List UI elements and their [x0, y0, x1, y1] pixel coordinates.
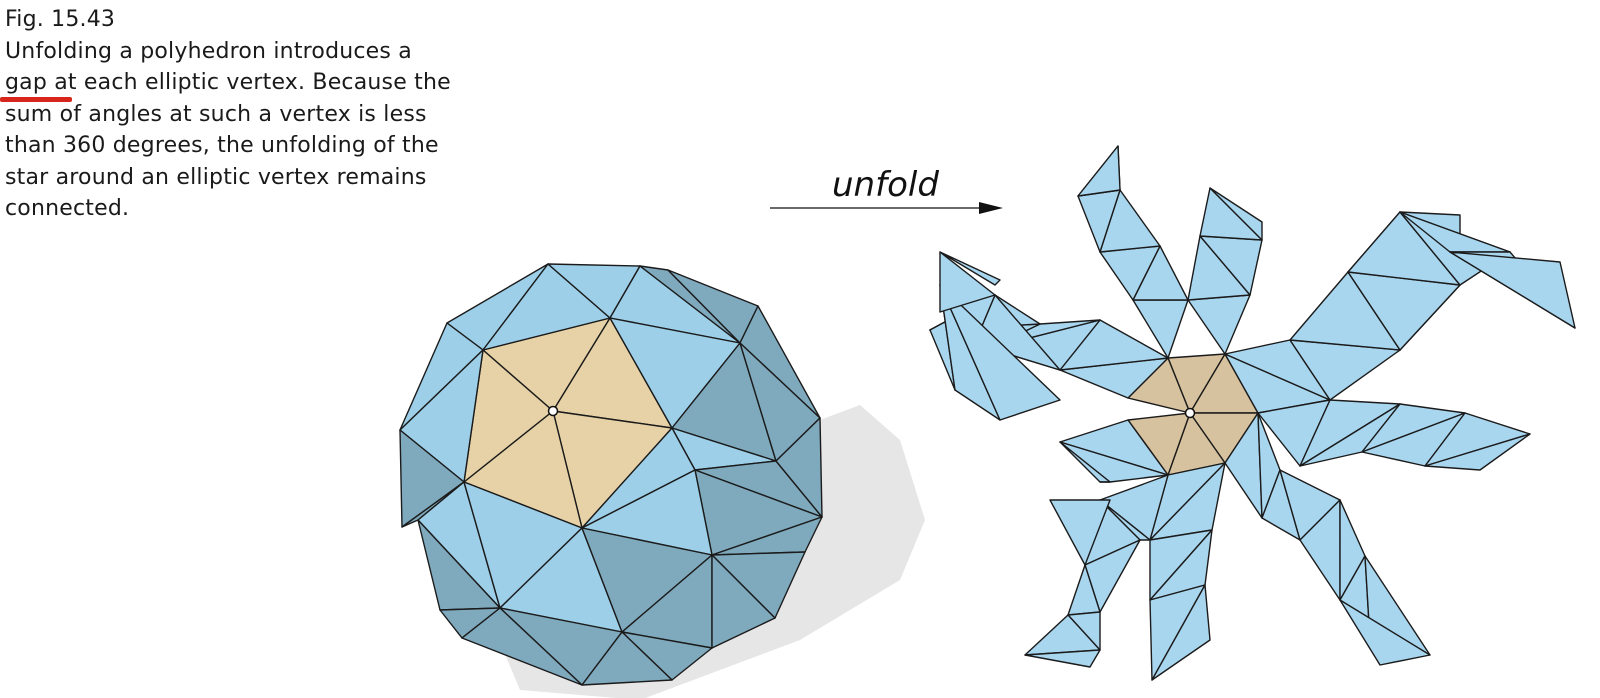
- polyhedron: [399, 263, 925, 698]
- net-blue-face: [1151, 584, 1211, 681]
- net-blue-face: [1077, 145, 1121, 197]
- caption-line-4: than 360 degrees, the unfolding of the: [5, 133, 439, 158]
- unfolded-net: [929, 145, 1576, 681]
- caption-line-1: Unfolding a polyhedron introduces a: [5, 38, 412, 64]
- polyhedron-face: [461, 607, 583, 686]
- net-blue-face: [1024, 649, 1101, 668]
- net-blue-face: [939, 284, 1061, 421]
- net-blue-face: [1339, 599, 1431, 666]
- caption-line-6: connected.: [5, 196, 130, 221]
- figure-number: Fig. 15.43: [5, 7, 116, 32]
- caption-line-5: star around an elliptic vertex remains: [5, 164, 427, 190]
- polyhedron-faces: [399, 263, 823, 686]
- net-blue-face: [1424, 433, 1531, 471]
- figure-caption: Fig. 15.43 Unfolding a polyhedron introd…: [5, 4, 495, 225]
- net-blue-face: [1199, 187, 1263, 241]
- net-blue-face: [1187, 294, 1251, 355]
- net-vertex-marker: [1184, 407, 1196, 419]
- net-blue-face: [939, 251, 996, 313]
- polyhedron-face: [711, 554, 776, 649]
- caption-line-3: sum of angles at such a vertex is less: [5, 101, 427, 127]
- polyhedron-face: [581, 631, 673, 686]
- unfold-label: unfold: [832, 165, 939, 205]
- net-faces: [929, 145, 1576, 681]
- net-blue-face: [1049, 499, 1111, 566]
- net-blue-face: [939, 251, 1001, 286]
- net-blue-face: [1209, 187, 1263, 241]
- net-blue-face: [1449, 251, 1576, 329]
- unfold-arrow: unfold: [770, 165, 1003, 214]
- caption-line-2: gap at each elliptic vertex. Because the: [5, 70, 451, 95]
- elliptic-vertex-marker: [547, 405, 559, 417]
- polyhedron-face: [775, 417, 823, 518]
- red-underline-annotation: [0, 97, 72, 102]
- arrow-head: [979, 202, 1003, 214]
